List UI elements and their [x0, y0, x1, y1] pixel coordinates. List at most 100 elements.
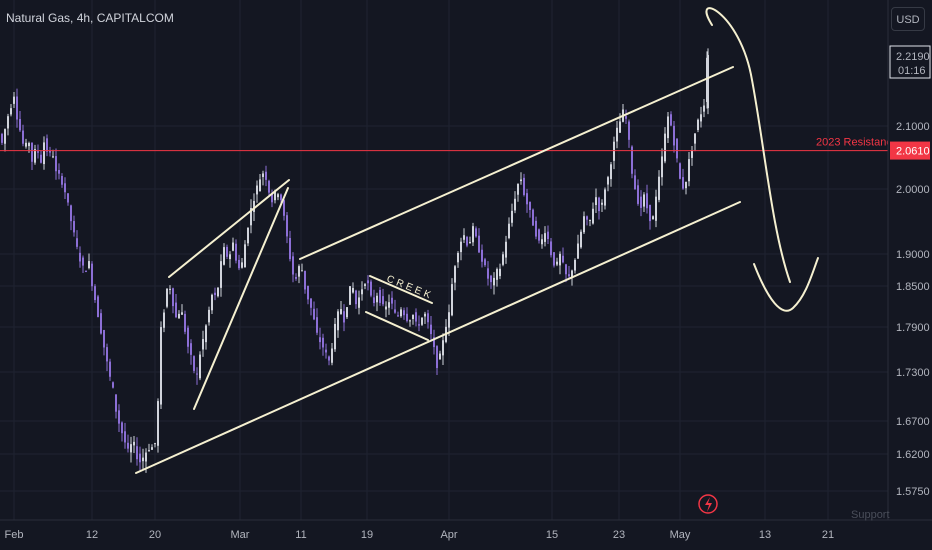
candle: [358, 290, 360, 315]
drawings: [135, 7, 819, 474]
price-tick-label: 2.1000: [896, 121, 930, 133]
candle: [403, 307, 405, 320]
candle: [616, 120, 618, 149]
candle: [694, 133, 696, 152]
candle: [514, 191, 516, 214]
candle: [283, 196, 285, 221]
candle: [310, 298, 312, 316]
candle: [166, 288, 168, 309]
candle: [256, 180, 258, 203]
candles: [1, 48, 709, 473]
creek-top-line: [369, 275, 433, 304]
candle: [598, 196, 600, 220]
candle: [424, 311, 426, 325]
candle: [196, 367, 198, 385]
candle: [268, 179, 270, 196]
candle: [412, 314, 414, 325]
candle: [379, 286, 381, 306]
candle: [541, 234, 543, 249]
candle: [118, 404, 120, 432]
candle: [646, 184, 648, 214]
candle: [505, 235, 507, 264]
candle: [409, 319, 411, 327]
candle: [199, 351, 201, 381]
candle: [121, 421, 123, 442]
candle: [523, 173, 525, 197]
candle: [463, 228, 465, 243]
candle: [553, 252, 555, 268]
candle: [442, 333, 444, 366]
candle: [10, 103, 12, 117]
candle: [640, 190, 642, 217]
candle: [277, 192, 279, 201]
candle: [418, 315, 420, 332]
candle: [439, 350, 441, 360]
price-tick-label: 1.7900: [896, 322, 930, 334]
candle: [595, 188, 597, 214]
currency-button[interactable]: USD: [891, 7, 925, 31]
forecast-arrowhead: [753, 257, 819, 312]
candle: [613, 136, 615, 170]
candle: [430, 316, 432, 342]
candle: [307, 285, 309, 305]
candle: [229, 251, 231, 268]
candle: [100, 309, 102, 335]
candle: [220, 254, 222, 297]
candle: [454, 265, 456, 291]
candle: [556, 257, 558, 267]
price-axis: [888, 0, 932, 520]
lightning-icon[interactable]: [705, 497, 712, 512]
candle: [700, 106, 702, 128]
candle: [427, 309, 429, 329]
candle: [76, 230, 78, 250]
candle: [496, 267, 498, 287]
candle: [589, 219, 591, 227]
candle: [355, 289, 357, 309]
time-tick-label: 21: [822, 529, 834, 541]
candle: [244, 240, 246, 268]
time-tick-label: 11: [295, 529, 306, 541]
candle: [448, 304, 450, 337]
price-tick-label: 1.6200: [896, 449, 930, 461]
candle: [607, 175, 609, 192]
candle: [391, 291, 393, 310]
candle: [169, 285, 171, 295]
candle: [22, 124, 24, 147]
candle: [328, 355, 330, 366]
candle: [610, 162, 612, 187]
candle: [13, 91, 15, 108]
resistance-price-value: 2.0610: [896, 146, 930, 158]
candle: [142, 448, 144, 470]
candle: [241, 257, 243, 269]
candle: [493, 272, 495, 295]
candle: [85, 270, 87, 273]
lightning-icon-circle[interactable]: [698, 494, 718, 514]
candle: [499, 263, 501, 280]
candle: [46, 134, 48, 157]
candle: [313, 301, 315, 321]
candle: [112, 381, 114, 389]
candle: [148, 443, 150, 452]
candle: [43, 136, 45, 170]
candle: [364, 282, 366, 290]
candle: [247, 227, 249, 247]
candle: [490, 274, 492, 289]
candle: [691, 145, 693, 166]
candle: [385, 301, 387, 318]
candle: [349, 286, 351, 305]
candle: [91, 261, 93, 291]
candle: [478, 228, 480, 254]
candle: [526, 188, 528, 213]
resistance-label: 2023 Resistance: [816, 137, 898, 149]
candle: [133, 436, 135, 454]
candle: [472, 222, 474, 246]
candle: [664, 127, 666, 164]
time-tick-label: 15: [546, 529, 558, 541]
candle: [592, 202, 594, 225]
time-tick-label: Mar: [231, 529, 250, 541]
price-tick-label: 2.0000: [896, 184, 930, 196]
candle: [466, 235, 468, 248]
last-price-countdown: 01:16: [898, 65, 926, 77]
candle: [79, 246, 81, 268]
